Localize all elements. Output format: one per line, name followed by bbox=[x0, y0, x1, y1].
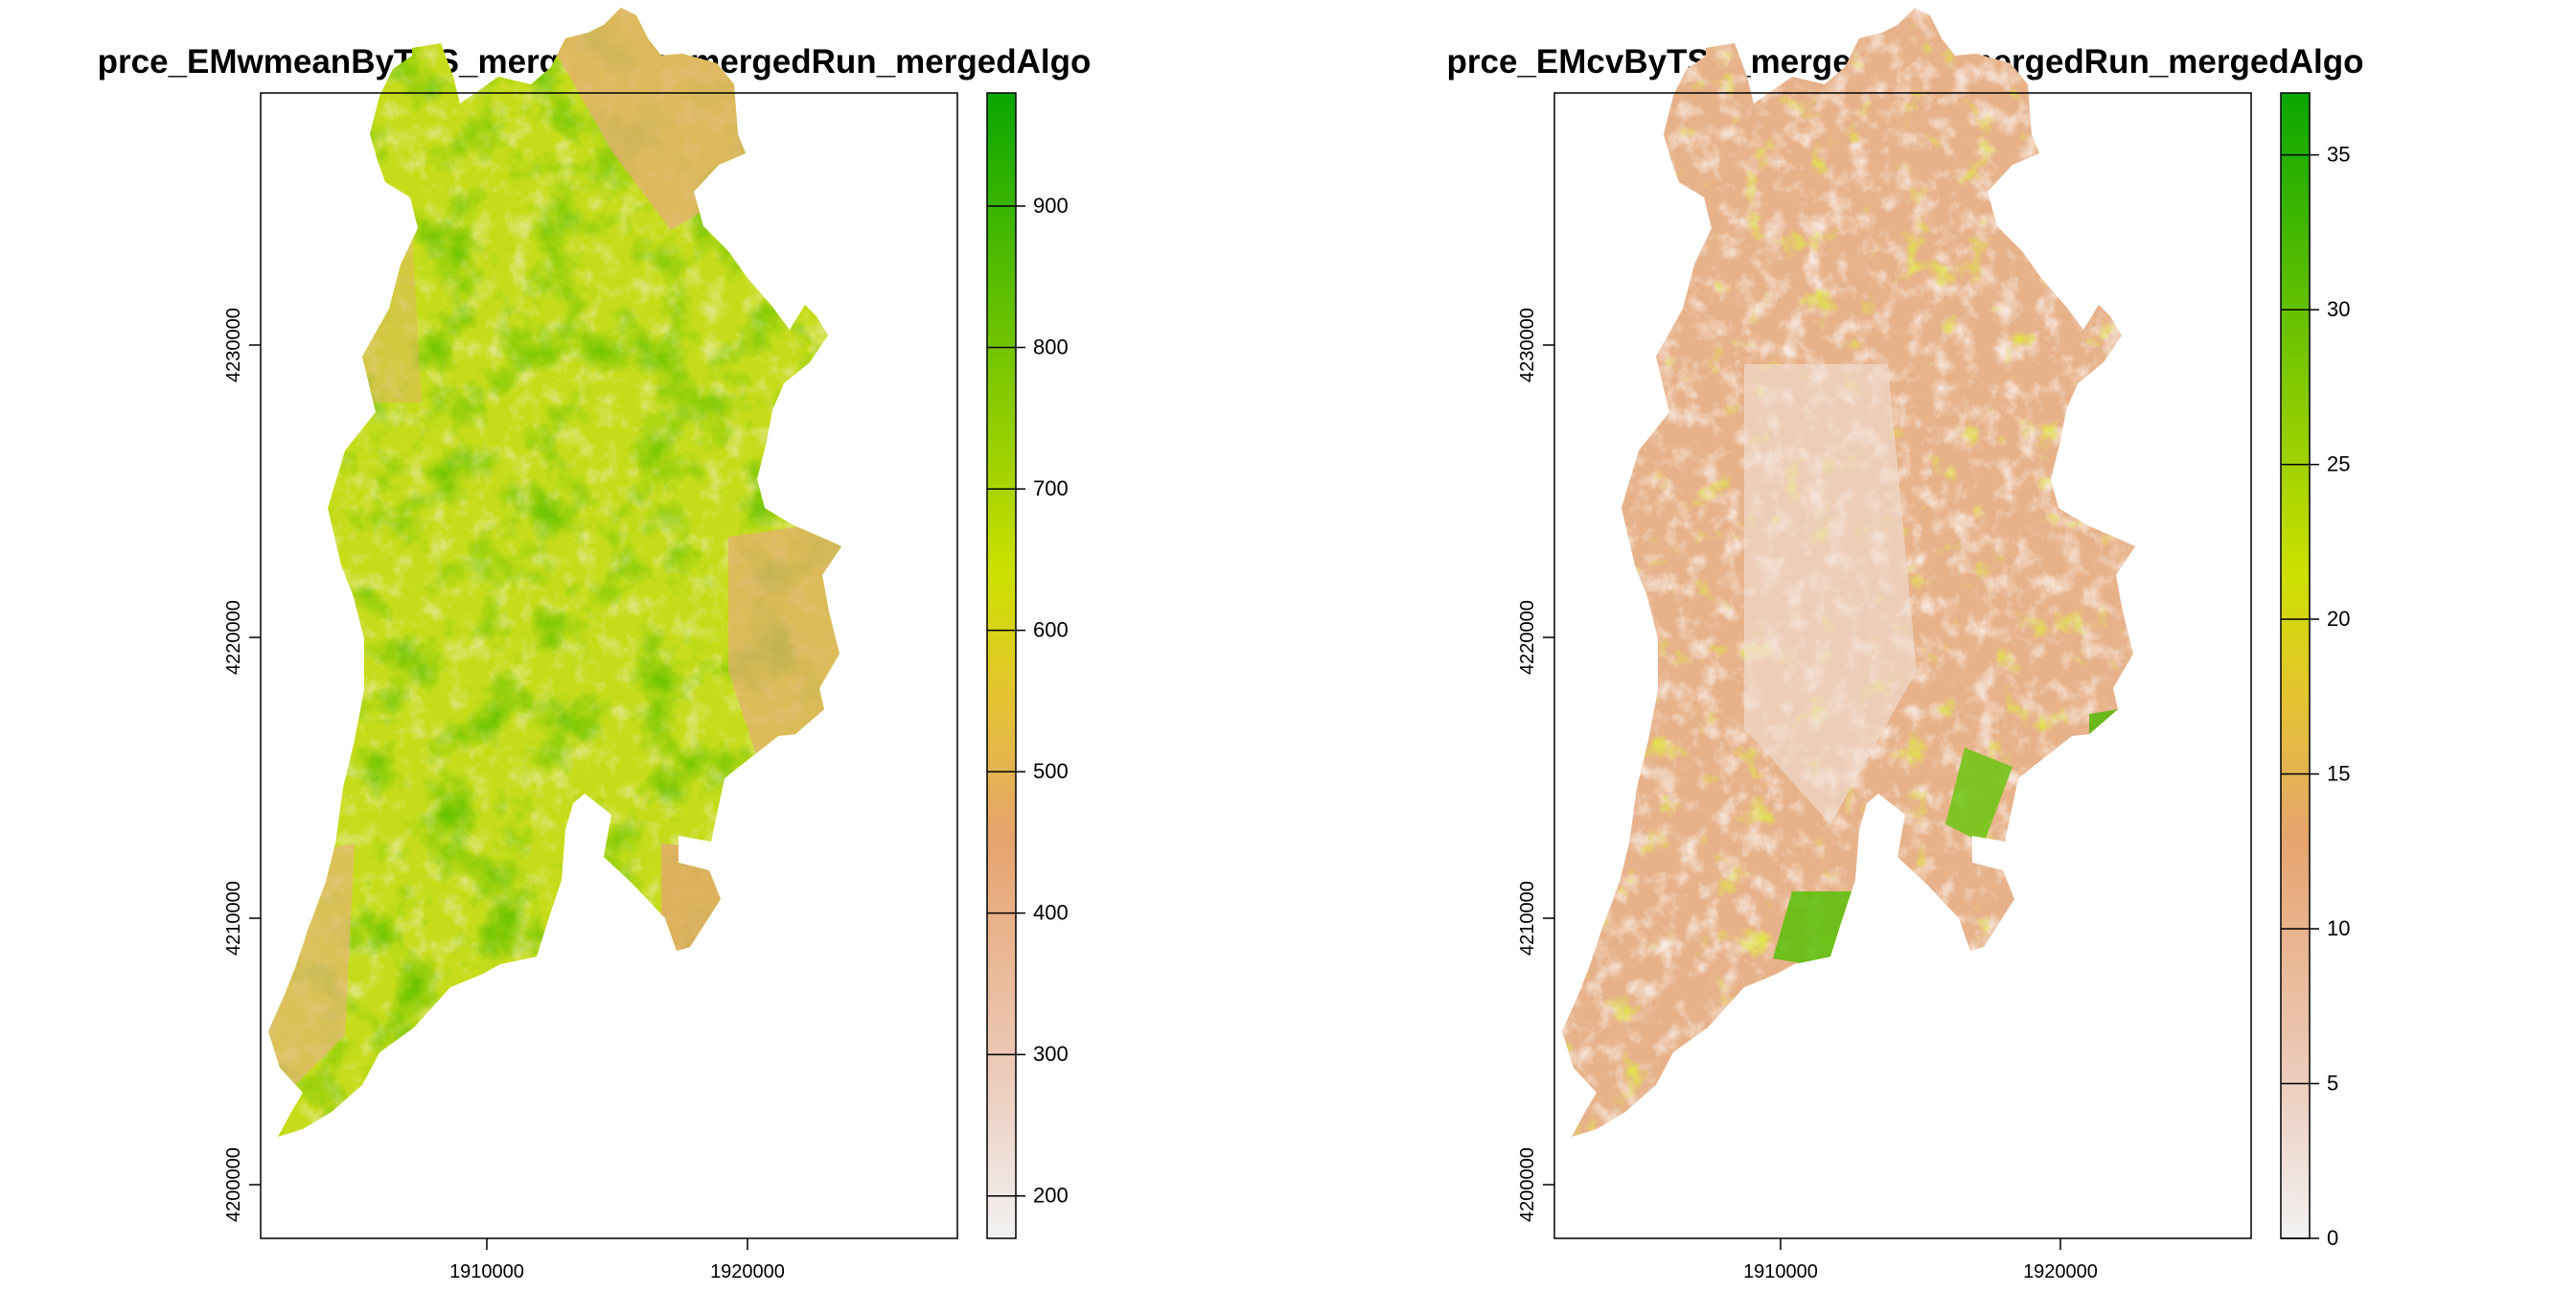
y-tick-label: 4200000 bbox=[1517, 1147, 1538, 1222]
y-tick-label: 4230000 bbox=[1517, 308, 1538, 382]
legend-tick-label: 10 bbox=[2327, 916, 2350, 940]
legend-cv: 0 5 10 15 20 25 30 35 bbox=[2280, 92, 2350, 1250]
map-panel-mean: prce_EMwmeanByTSS_mergedData_mergedRun_m… bbox=[98, 8, 1091, 1282]
x-axis-mean: 1910000 1920000 bbox=[449, 1238, 785, 1282]
y-tick-label: 4210000 bbox=[1517, 881, 1538, 956]
y-tick-label: 4200000 bbox=[223, 1147, 244, 1222]
legend-mean: 200 300 400 500 600 700 800 900 bbox=[986, 92, 1069, 1239]
x-tick-label: 1910000 bbox=[449, 1261, 524, 1282]
legend-tick-label: 700 bbox=[1033, 476, 1069, 500]
x-tick-label: 1920000 bbox=[2023, 1261, 2098, 1282]
legend-tick-label: 300 bbox=[1033, 1042, 1069, 1066]
legend-color-bar bbox=[2280, 92, 2311, 1239]
x-axis-cv: 1910000 1920000 bbox=[1743, 1238, 2098, 1282]
legend-tick-label: 500 bbox=[1033, 759, 1069, 783]
y-tick-label: 4230000 bbox=[223, 308, 244, 382]
legend-color-bar bbox=[986, 92, 1017, 1239]
map-raster-cv bbox=[1562, 8, 2135, 1137]
legend-tick-label: 900 bbox=[1033, 194, 1069, 218]
x-tick-label: 1910000 bbox=[1743, 1261, 1818, 1282]
legend-tick-label: 200 bbox=[1033, 1184, 1069, 1208]
legend-tick-label: 600 bbox=[1033, 618, 1069, 642]
legend-tick-label: 0 bbox=[2327, 1226, 2338, 1250]
y-tick-label: 4220000 bbox=[1517, 600, 1538, 675]
legend-tick-label: 25 bbox=[2327, 452, 2350, 476]
y-tick-label: 4220000 bbox=[223, 600, 244, 675]
legend-tick-label: 35 bbox=[2327, 143, 2350, 167]
map-frame-cv bbox=[1553, 92, 2252, 1239]
y-axis-mean: 4230000 4220000 4210000 4200000 bbox=[223, 308, 261, 1222]
legend-tick-label: 20 bbox=[2327, 607, 2350, 631]
map-panel-cv: prce_EMcvByTSS_mergedData_mergedRun_merg… bbox=[1447, 8, 2363, 1282]
map-frame-mean bbox=[260, 92, 958, 1239]
legend-tick-label: 15 bbox=[2327, 762, 2350, 786]
legend-tick-label: 5 bbox=[2327, 1072, 2338, 1096]
y-tick-label: 4210000 bbox=[223, 881, 244, 956]
map-raster-mean bbox=[268, 8, 841, 1137]
x-tick-label: 1920000 bbox=[710, 1261, 785, 1282]
y-axis-cv: 4230000 4220000 4210000 4200000 bbox=[1517, 308, 1554, 1222]
legend-tick-label: 800 bbox=[1033, 335, 1069, 359]
legend-tick-label: 400 bbox=[1033, 901, 1069, 925]
legend-tick-label: 30 bbox=[2327, 297, 2350, 321]
